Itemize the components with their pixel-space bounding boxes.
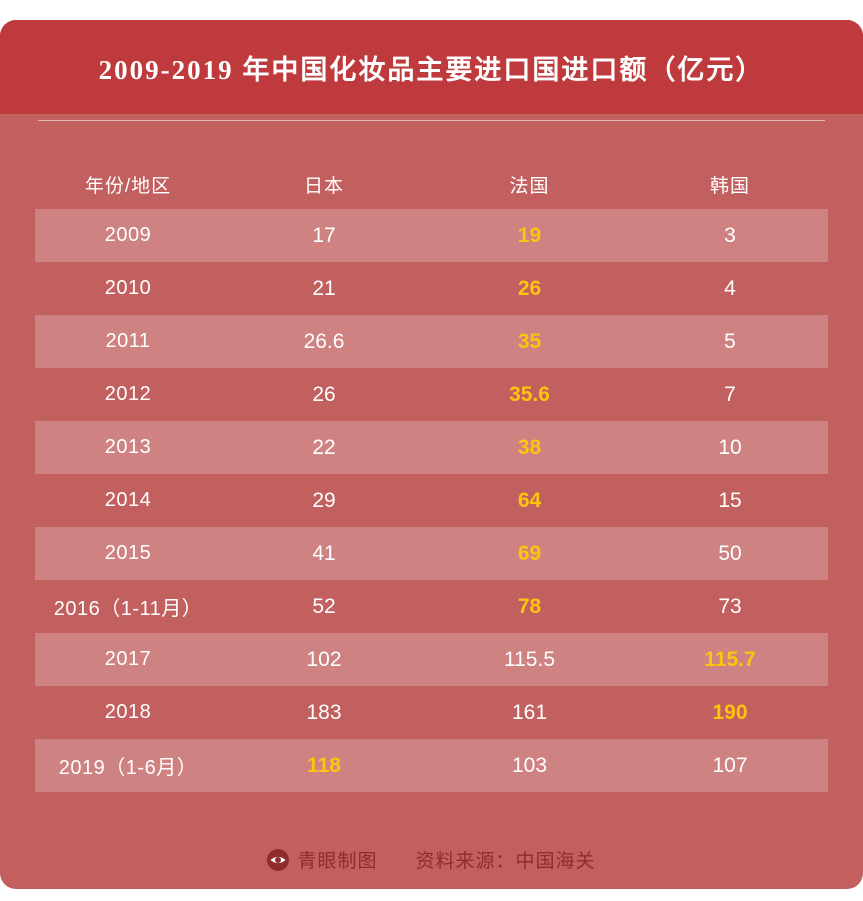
cell-year: 2009 <box>104 224 152 246</box>
cell-year: 2016（1-11月） <box>53 598 203 620</box>
title-banner: 2009-2019 年中国化妆品主要进口国进口额（亿元） <box>0 20 863 114</box>
cell-year: 2011 <box>105 330 151 352</box>
cell-japan: 102 <box>306 647 342 671</box>
col-header-france: 法国 <box>509 175 550 197</box>
title-divider <box>38 120 825 121</box>
col-header-japan: 日本 <box>303 175 344 197</box>
page-title: 2009-2019 年中国化妆品主要进口国进口额（亿元） <box>98 54 765 85</box>
cell-france: 38 <box>517 435 542 459</box>
cell-japan: 118 <box>307 753 341 777</box>
cell-japan: 183 <box>306 700 342 724</box>
cell-france: 115.5 <box>504 647 555 671</box>
cell-japan: 52 <box>312 594 336 618</box>
table-row-2012: 2012 26 35.6 7 <box>35 368 828 421</box>
cell-year: 2015 <box>104 542 152 564</box>
cell-korea: 50 <box>718 541 742 565</box>
table-row-2015: 2015 41 69 50 <box>35 527 828 580</box>
cell-korea: 5 <box>724 329 736 353</box>
cell-year: 2017 <box>104 648 152 670</box>
poster-background: 2009-2019 年中国化妆品主要进口国进口额（亿元） 年份/地区 日本 法国… <box>0 20 863 889</box>
cell-korea: 107 <box>712 753 748 777</box>
cell-korea: 3 <box>724 223 736 247</box>
cell-japan: 29 <box>312 488 336 512</box>
cell-france: 78 <box>517 594 542 618</box>
cell-japan: 21 <box>312 276 336 300</box>
table-body: 2009 17 19 3 2010 21 26 4 2011 26.6 35 5 <box>35 209 828 792</box>
cell-year: 2010 <box>104 277 152 299</box>
cell-korea: 73 <box>718 594 742 618</box>
cell-korea: 190 <box>712 700 748 724</box>
cell-japan: 26.6 <box>303 329 345 353</box>
table-row-2009: 2009 17 19 3 <box>35 209 828 262</box>
cell-korea: 4 <box>724 276 736 300</box>
cell-france: 19 <box>517 223 542 247</box>
table-row-2019: 2019（1-6月） 118 103 107 <box>35 739 828 792</box>
cell-year: 2019（1-6月） <box>58 757 198 779</box>
cell-france: 103 <box>511 753 548 777</box>
source-label: 资料来源：中国海关 <box>415 851 596 872</box>
cell-france: 69 <box>517 541 542 565</box>
cell-france: 35 <box>517 329 542 353</box>
cell-japan: 26 <box>312 382 336 406</box>
logo-label: 青眼制图 <box>297 851 378 872</box>
cell-japan: 41 <box>312 541 336 565</box>
cell-france: 26 <box>517 276 542 300</box>
cell-korea: 115.7 <box>704 647 756 671</box>
col-header-korea: 韩国 <box>709 175 750 197</box>
col-header-year-region: 年份/地区 <box>84 175 172 197</box>
qingyan-eye-icon <box>267 848 290 871</box>
table-row-2013: 2013 22 38 10 <box>35 421 828 474</box>
cell-japan: 22 <box>312 435 336 459</box>
cell-year: 2018 <box>104 701 152 723</box>
table-row-2011: 2011 26.6 35 5 <box>35 315 828 368</box>
table-header-row: 年份/地区 日本 法国 韩国 <box>35 159 828 209</box>
import-table: 年份/地区 日本 法国 韩国 2009 17 19 3 2010 21 26 4 <box>35 159 828 792</box>
table-row-2016: 2016（1-11月） 52 78 73 <box>35 580 828 633</box>
cell-france: 64 <box>517 488 542 512</box>
table-row-2017: 2017 102 115.5 115.7 <box>35 633 828 686</box>
cell-korea: 10 <box>718 435 742 459</box>
cell-year: 2013 <box>104 436 152 458</box>
cell-year: 2014 <box>104 489 152 511</box>
cell-japan: 17 <box>312 223 336 247</box>
cell-france: 161 <box>511 700 548 724</box>
cell-korea: 15 <box>718 488 742 512</box>
table-row-2014: 2014 29 64 15 <box>35 474 828 527</box>
footer: 青眼制图 资料来源：中国海关 <box>0 846 863 873</box>
cell-year: 2012 <box>104 383 152 405</box>
table-row-2018: 2018 183 161 190 <box>35 686 828 739</box>
cell-korea: 7 <box>724 382 736 406</box>
cell-france: 35.6 <box>509 382 550 406</box>
table-row-2010: 2010 21 26 4 <box>35 262 828 315</box>
